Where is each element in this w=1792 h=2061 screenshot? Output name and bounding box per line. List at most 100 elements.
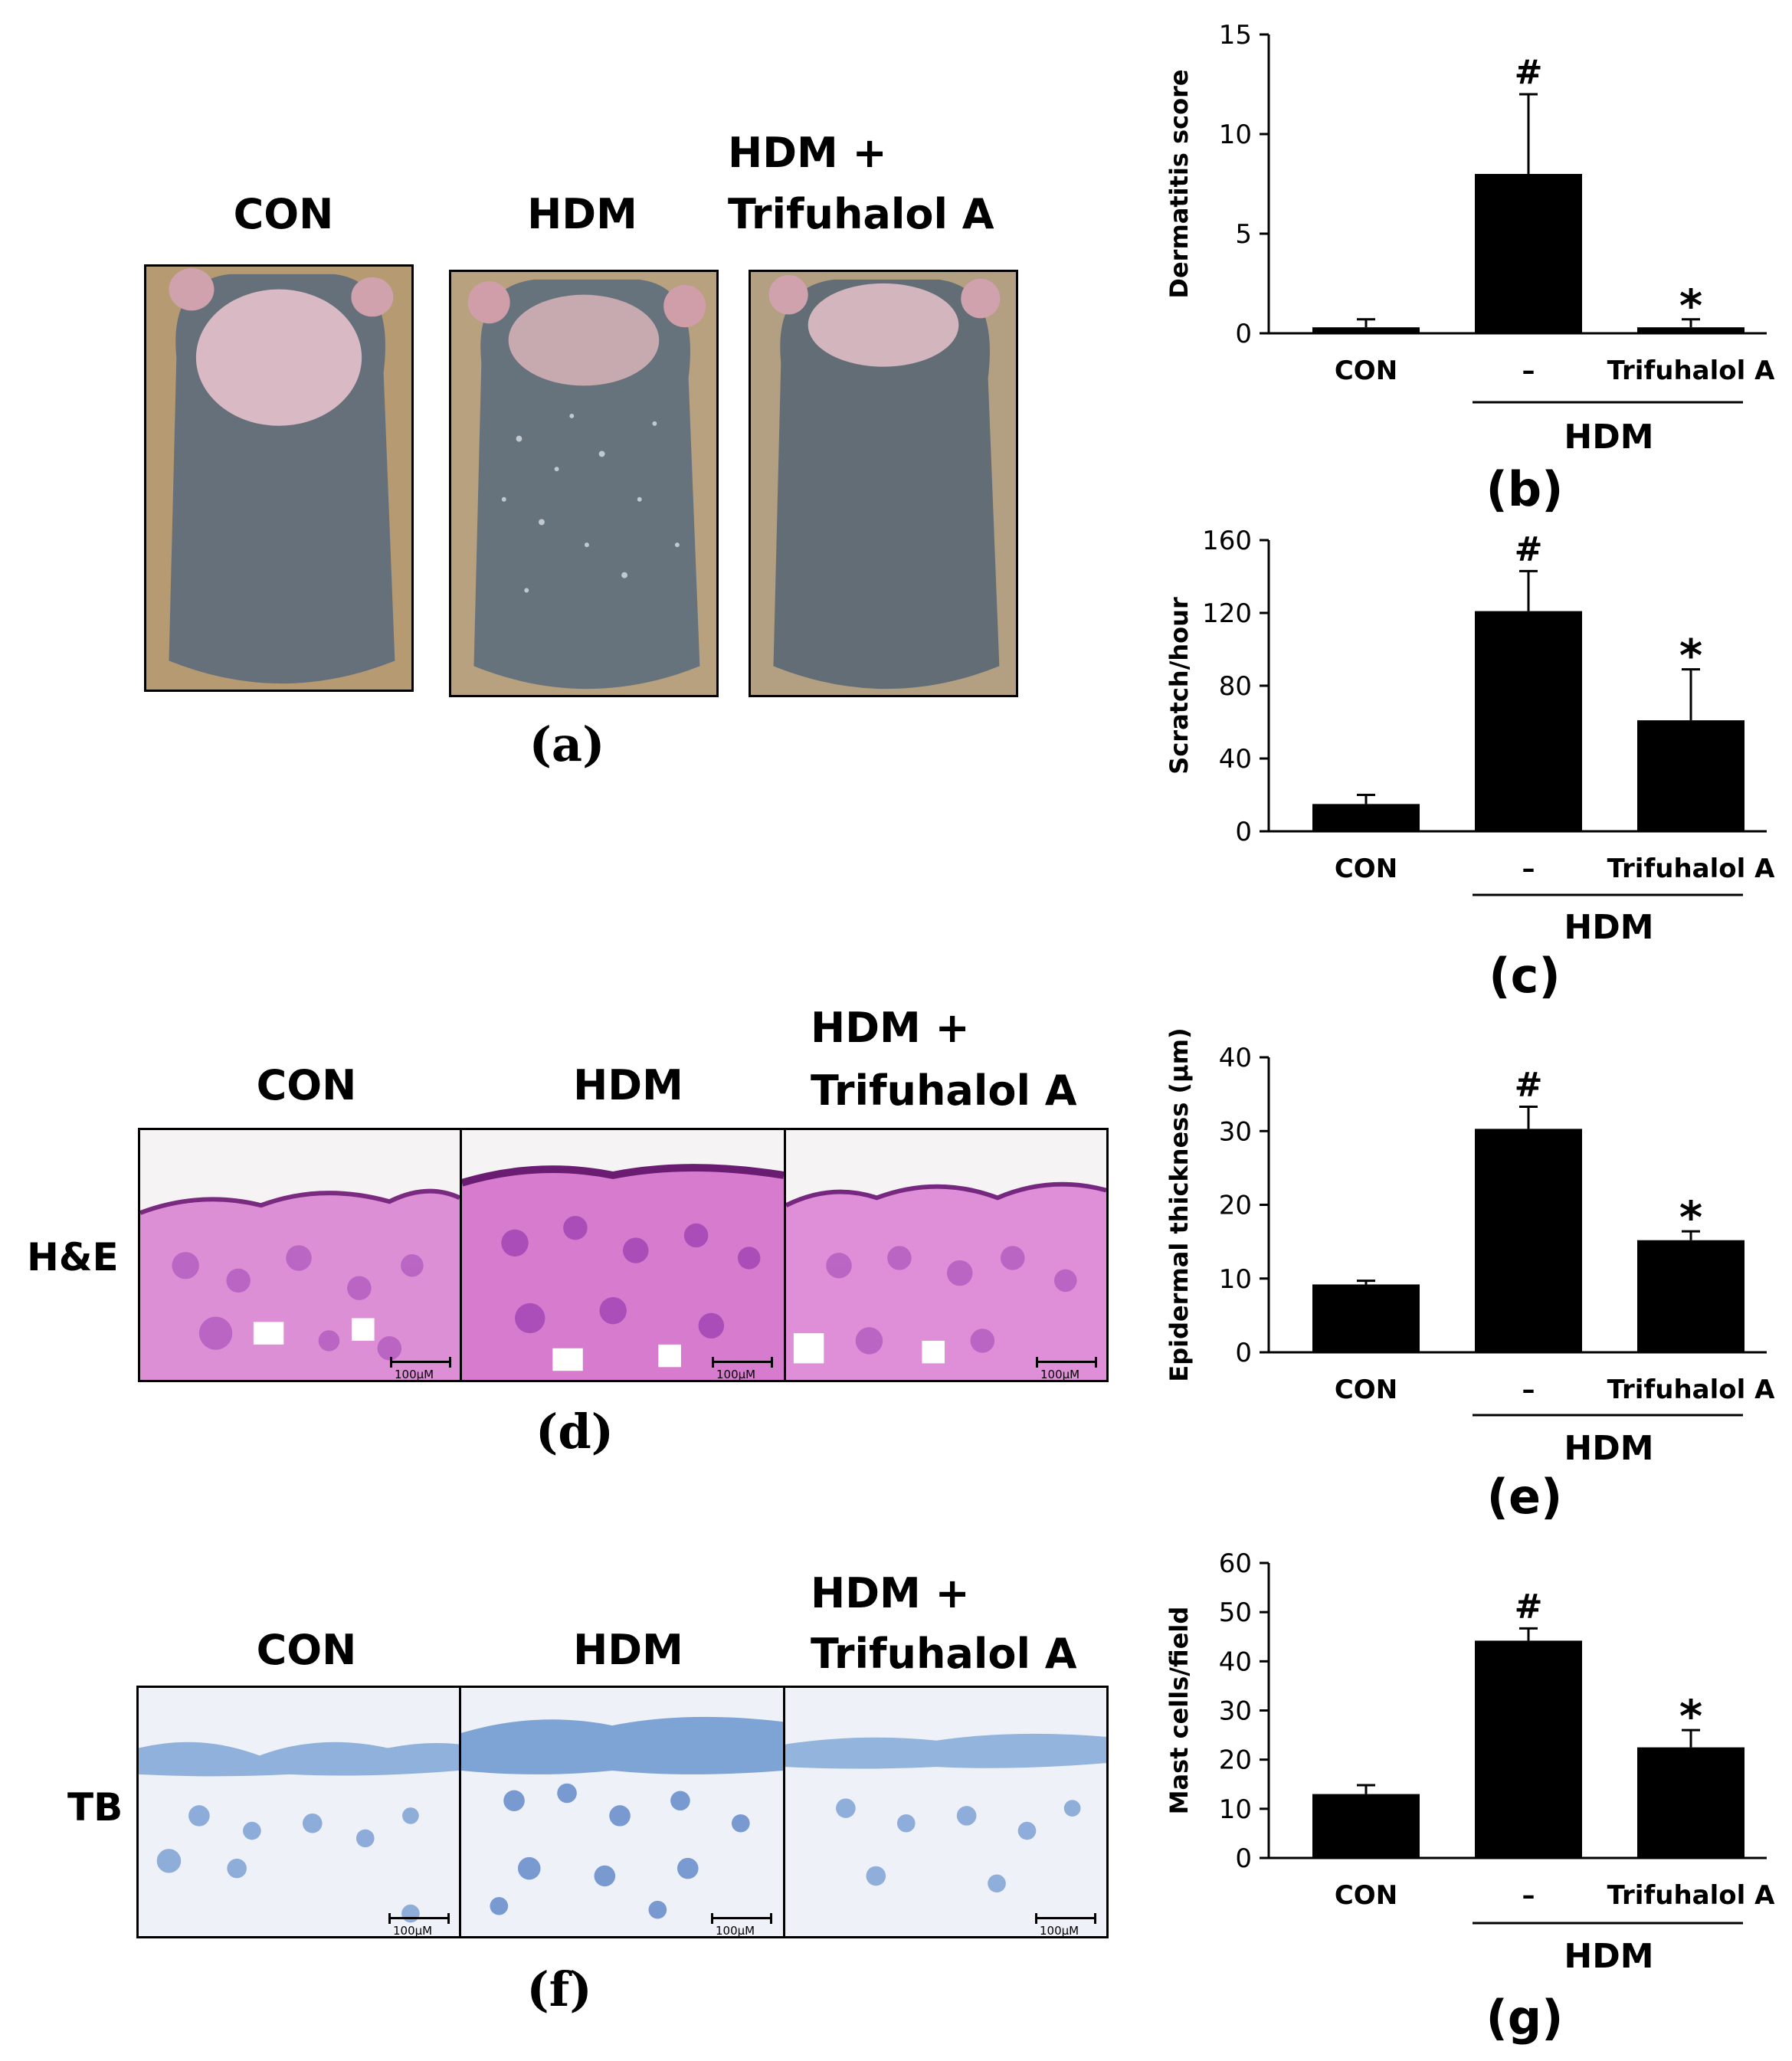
bar xyxy=(1312,1794,1420,1858)
group-label: HDM xyxy=(1564,1937,1653,1976)
category-label: Trifuhalol A xyxy=(1607,1375,1776,1405)
y-tick-label: 30 xyxy=(1219,1116,1252,1147)
significance-marker: # xyxy=(1515,529,1543,568)
y-tick-label: 10 xyxy=(1219,1264,1252,1295)
he-image-con: 100μM xyxy=(138,1128,462,1382)
panel-d-label: (d) xyxy=(535,1404,614,1460)
chart-e: 0 10 20 30 40 Epidermal thickness (μm) CON # – * T… xyxy=(1165,1027,1776,1521)
bar xyxy=(1475,611,1582,831)
y-tick-label: 0 xyxy=(1235,1843,1252,1874)
y-tick-label: 30 xyxy=(1219,1696,1252,1727)
tb-scale-text-con: 100μM xyxy=(393,1924,433,1938)
bar xyxy=(1637,720,1744,831)
panel-a-header-hdm: HDM xyxy=(527,190,637,238)
y-tick-label: 20 xyxy=(1219,1745,1252,1776)
tb-image-con: 100μM xyxy=(136,1686,461,1938)
mouse-photo-hdm-trifuhalol xyxy=(749,270,1018,697)
panel-f-label: (f) xyxy=(526,1961,592,2017)
panel-d-header-trifuhalol: Trifuhalol A xyxy=(811,1067,1077,1115)
panel-label: (c) xyxy=(1489,948,1560,1004)
group-label: HDM xyxy=(1564,1429,1653,1468)
y-tick-label: 40 xyxy=(1219,744,1252,775)
significance-marker: * xyxy=(1679,630,1702,682)
category-label: CON xyxy=(1335,356,1397,386)
panel-f-header-hdm-plus: HDM + xyxy=(811,1569,970,1617)
category-label: – xyxy=(1522,1375,1535,1405)
panel-a-header-trifuhalol: Trifuhalol A xyxy=(728,190,994,238)
tb-image-hdm: 100μM xyxy=(459,1686,785,1938)
panel-d-header-con: CON xyxy=(256,1061,357,1109)
category-label: Trifuhalol A xyxy=(1607,854,1776,884)
y-tick-label: 10 xyxy=(1219,120,1252,150)
group-label: HDM xyxy=(1564,418,1653,457)
panel-f-header-trifuhalol: Trifuhalol A xyxy=(811,1630,1077,1678)
category-label: – xyxy=(1522,1880,1535,1911)
he-image-hdm-trifuhalol: 100μM xyxy=(784,1128,1109,1382)
y-tick-label: 0 xyxy=(1235,1338,1252,1368)
panel-label: (b) xyxy=(1486,461,1563,517)
bar xyxy=(1312,804,1420,831)
y-axis-label: Dermatitis score xyxy=(1165,69,1194,298)
bar xyxy=(1312,327,1420,333)
y-tick-label: 0 xyxy=(1235,319,1252,349)
category-label: – xyxy=(1522,356,1535,386)
significance-marker: * xyxy=(1679,280,1702,332)
y-axis-label: Scratch/hour xyxy=(1165,597,1194,775)
category-label: CON xyxy=(1335,1880,1397,1911)
significance-marker: * xyxy=(1679,1690,1702,1742)
he-scale-text-con: 100μM xyxy=(395,1368,434,1381)
he-scale-text-trifuhalol: 100μM xyxy=(1040,1368,1080,1381)
y-tick-label: 40 xyxy=(1219,1043,1252,1073)
panel-label: (e) xyxy=(1487,1469,1563,1521)
category-label: CON xyxy=(1335,854,1397,884)
panel-label: (g) xyxy=(1486,1990,1563,2046)
group-label: HDM xyxy=(1564,908,1653,947)
tb-image-hdm-trifuhalol: 100μM xyxy=(783,1686,1109,1938)
category-label: CON xyxy=(1335,1375,1397,1405)
y-tick-label: 5 xyxy=(1235,219,1252,250)
y-tick-label: 120 xyxy=(1202,598,1252,629)
he-image-hdm: 100μM xyxy=(460,1128,786,1382)
panel-a-header-hdm-plus: HDM + xyxy=(728,129,887,177)
panel-f-header-con: CON xyxy=(256,1626,357,1674)
significance-marker: # xyxy=(1515,1065,1543,1104)
bar xyxy=(1312,1284,1420,1352)
panel-a-label: (a) xyxy=(529,716,605,772)
he-scale-text-hdm: 100μM xyxy=(716,1368,756,1381)
category-label: Trifuhalol A xyxy=(1607,356,1776,386)
panel-f-row-label: TB xyxy=(67,1785,123,1830)
panel-f-header-hdm: HDM xyxy=(573,1626,683,1674)
y-tick-label: 20 xyxy=(1219,1191,1252,1221)
bar xyxy=(1475,1640,1582,1858)
y-tick-label: 80 xyxy=(1219,671,1252,702)
significance-marker: * xyxy=(1679,1191,1702,1243)
bar xyxy=(1475,174,1582,333)
mouse-photo-hdm xyxy=(449,270,719,697)
y-tick-label: 0 xyxy=(1235,817,1252,847)
y-tick-label: 10 xyxy=(1219,1794,1252,1825)
bar xyxy=(1637,1240,1744,1352)
chart-b: 0 5 10 15 Dermatitis score CON # – * Trifuhalol A… xyxy=(1165,20,1776,517)
category-label: Trifuhalol A xyxy=(1607,1880,1776,1911)
y-axis-label: Epidermal thickness (μm) xyxy=(1165,1027,1194,1381)
bar xyxy=(1637,1747,1744,1858)
mouse-photo-con xyxy=(144,264,414,692)
bar xyxy=(1475,1129,1582,1352)
bar xyxy=(1637,327,1744,333)
tb-scale-text-trifuhalol: 100μM xyxy=(1040,1924,1079,1938)
panel-d-header-hdm: HDM xyxy=(573,1061,683,1109)
significance-marker: # xyxy=(1515,1587,1543,1626)
y-axis-label: Mast cells/field xyxy=(1165,1607,1194,1815)
panel-a-header-con: CON xyxy=(233,190,334,238)
y-tick-label: 50 xyxy=(1219,1597,1252,1628)
y-tick-label: 40 xyxy=(1219,1647,1252,1677)
category-label: – xyxy=(1522,854,1535,884)
significance-marker: # xyxy=(1515,53,1543,92)
y-tick-label: 160 xyxy=(1202,526,1252,556)
tb-scale-text-hdm: 100μM xyxy=(716,1924,755,1938)
y-tick-label: 60 xyxy=(1219,1548,1252,1579)
panel-d-header-hdm-plus: HDM + xyxy=(811,1004,970,1052)
chart-c: 0 40 80 120 160 Scratch/hour CON # – * Trifuhalol … xyxy=(1165,526,1776,1004)
y-tick-label: 15 xyxy=(1219,20,1252,51)
panel-d-row-label: H&E xyxy=(27,1235,119,1280)
